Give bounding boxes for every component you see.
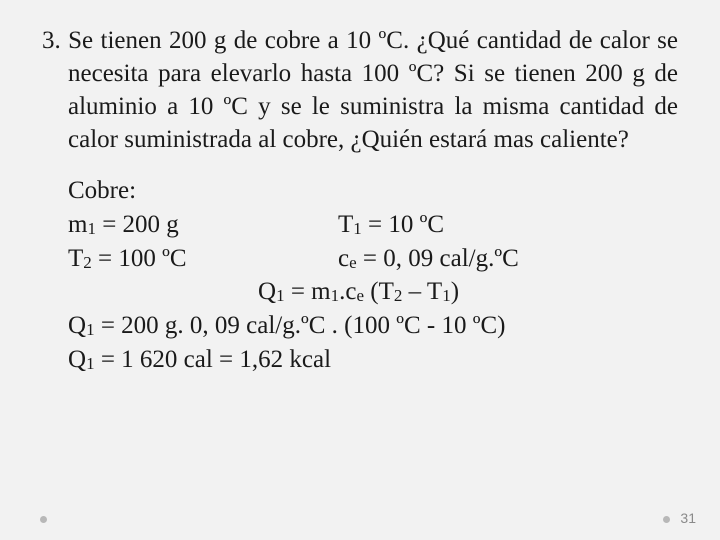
formula-close: )	[451, 278, 459, 305]
ce-value: = 0, 09 cal/g.ºC	[357, 245, 519, 272]
calc2-sub: 1	[86, 320, 95, 339]
calc2-rest: = 200 g. 0, 09 cal/g.ºC . (100 ºC - 10 º…	[95, 312, 506, 339]
m1-sub: 1	[87, 219, 96, 238]
calc3-sub: 1	[86, 354, 95, 373]
formula-c-sub: e	[356, 286, 364, 305]
formula-q-sub: 1	[276, 286, 285, 305]
calc-line-2: Q1 = 200 g. 0, 09 cal/g.ºC . (100 ºC - 1…	[68, 309, 678, 343]
ce-label: c	[338, 245, 349, 272]
calc3-rest: = 1 620 cal = 1,62 kcal	[95, 346, 331, 373]
formula-eq: = m	[285, 278, 331, 305]
m1-label: m	[68, 211, 87, 238]
t1-value: = 10 ºC	[362, 211, 444, 238]
question-body: Se tienen 200 g de cobre a 10 ºC. ¿Qué c…	[68, 27, 678, 153]
m1-value: = 200 g	[96, 211, 179, 238]
ce-sub: e	[349, 253, 357, 272]
solution-row-2: T2 = 100 ºC ce = 0, 09 cal/g.ºC	[68, 242, 678, 276]
solution-row-1: m1 = 200 g T1 = 10 ºC	[68, 208, 678, 242]
m1-cell: m1 = 200 g	[68, 208, 338, 242]
formula-minus: – T	[402, 278, 442, 305]
formula-q: Q	[258, 278, 276, 305]
formula-t1-sub: 1	[442, 286, 451, 305]
t2-label: T	[68, 245, 83, 272]
t2-sub: 2	[83, 253, 92, 272]
t1-cell: T1 = 10 ºC	[338, 208, 678, 242]
t2-cell: T2 = 100 ºC	[68, 242, 338, 276]
t2-value: = 100 ºC	[92, 245, 187, 272]
calc3-q: Q	[68, 346, 86, 373]
t1-label: T	[338, 211, 353, 238]
t1-sub: 1	[353, 219, 362, 238]
calc2-q: Q	[68, 312, 86, 339]
formula-rhs-a: (T	[364, 278, 394, 305]
solution-block: Cobre: m1 = 200 g T1 = 10 ºC T2 = 100 ºC…	[42, 174, 678, 377]
formula-m-sub: 1	[331, 286, 340, 305]
calc-line-3: Q1 = 1 620 cal = 1,62 kcal	[68, 343, 678, 377]
formula-row: Q1 = m1.ce (T2 – T1)	[68, 275, 678, 309]
decorative-bullet-right	[663, 516, 670, 523]
formula-t2-sub: 2	[394, 286, 403, 305]
page-number: 31	[680, 510, 696, 526]
formula-mid: .c	[339, 278, 356, 305]
slide: 3. Se tienen 200 g de cobre a 10 ºC. ¿Qu…	[0, 0, 720, 540]
decorative-bullet-left	[40, 516, 47, 523]
question-text: 3. Se tienen 200 g de cobre a 10 ºC. ¿Qu…	[42, 24, 678, 156]
ce-cell: ce = 0, 09 cal/g.ºC	[338, 242, 678, 276]
solution-material: Cobre:	[68, 174, 678, 208]
question-number: 3.	[42, 27, 61, 54]
